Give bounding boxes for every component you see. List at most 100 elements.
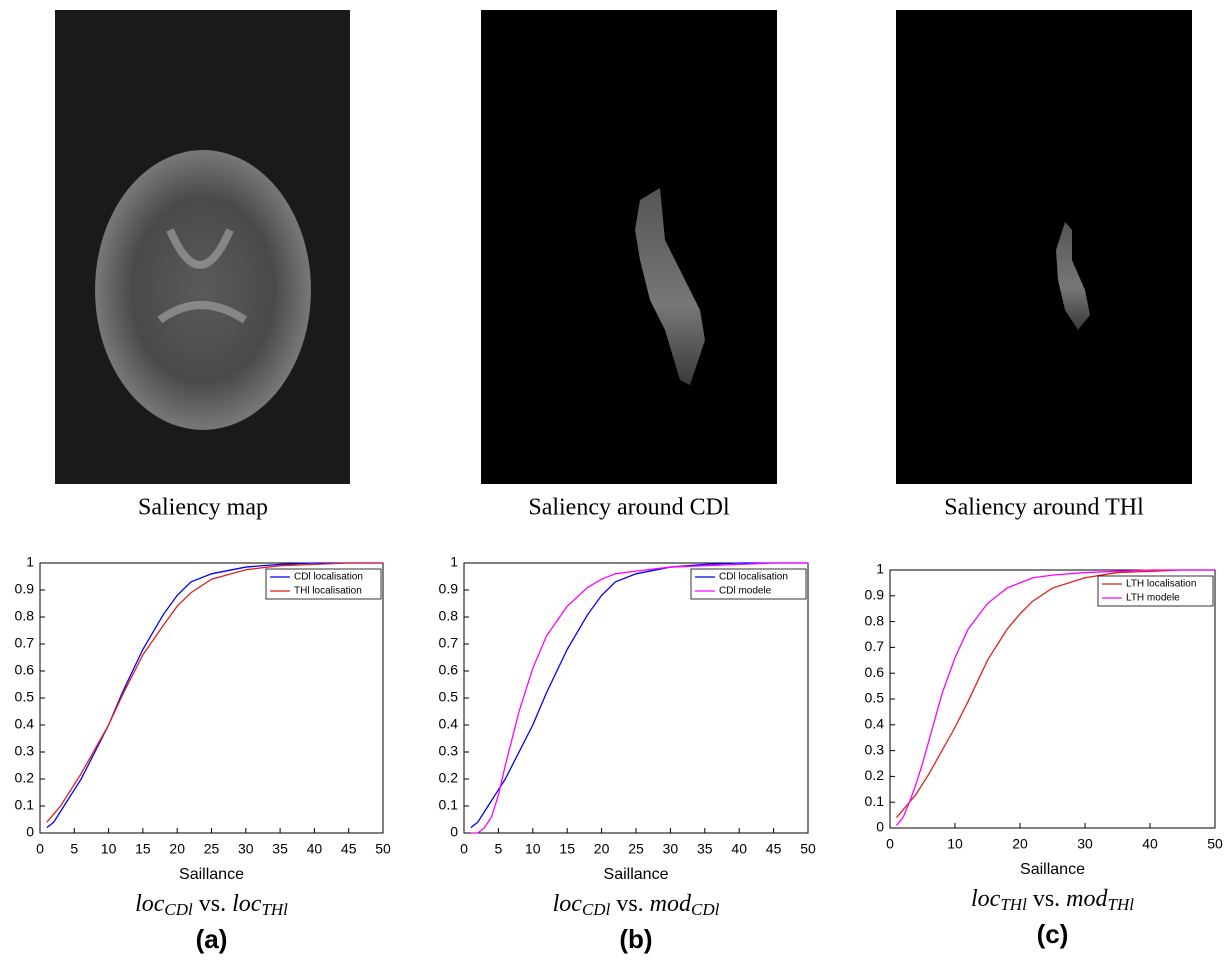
caption-part: mod [650,891,692,917]
y-tick-label: 0.6 [439,662,459,678]
chart-caption: locTHl vs. modTHl [971,886,1134,914]
x-tick-label: 30 [663,841,679,857]
x-tick-label: 35 [272,841,288,857]
series-line [896,569,1215,826]
legend-label: CDl localisation [294,572,363,583]
caption-part: vs. [1033,886,1060,912]
x-tick-label: 0 [36,841,44,857]
x-tick-label: 35 [697,841,713,857]
legend-label: LTH localisation [1126,579,1196,590]
series-line [896,569,1215,819]
image-caption: Saliency around CDl [528,495,730,521]
x-tick-label: 10 [947,836,963,852]
legend-box [690,568,807,600]
x-tick-label: 30 [238,841,254,857]
x-axis-label: Saillance [604,866,669,883]
x-tick-label: 20 [594,841,610,857]
series-line [470,562,808,834]
panel-label: (b) [619,924,652,954]
x-tick-label: 45 [341,841,357,857]
x-tick-label: 50 [375,841,391,857]
series-line [46,562,383,823]
series-line [46,562,383,829]
plot-area [889,569,1216,829]
x-tick-label: 20 [169,841,185,857]
y-tick-label: 1 [26,554,34,570]
image-panel [55,10,350,484]
plot-area [39,562,384,834]
y-tick-label: 0.9 [439,581,459,597]
panel-label: (c) [1037,919,1069,949]
caption-part: CDl [691,900,720,919]
x-tick-label: 20 [1012,836,1028,852]
image-panel [481,10,777,484]
caption-part: CDl [582,900,611,919]
x-tick-label: 15 [559,841,575,857]
image-caption: Saliency around THl [944,495,1144,521]
y-tick-label: 0.4 [15,716,35,732]
chart-caption: locCDl vs. locTHl [135,891,288,919]
x-tick-label: 40 [1142,836,1158,852]
legend-label: THl localisation [294,586,362,597]
caption-part: vs. [616,891,643,917]
y-tick-label: 0.9 [865,587,885,603]
legend-label: CDl localisation [719,572,788,583]
y-tick-label: 0.6 [865,664,885,680]
x-axis-label: Saillance [1020,861,1085,878]
legend-label: CDl modele [719,586,772,597]
chart: 00.10.20.30.40.50.60.70.80.910 10 20 30 40 50… [865,561,1223,949]
y-tick-label: 0.8 [15,608,35,624]
y-tick-label: 0.1 [15,797,35,813]
y-tick-label: 0.8 [865,612,885,628]
y-tick-label: 0.1 [865,793,885,809]
plot-area [463,562,809,834]
y-tick-label: 0.3 [865,741,885,757]
x-tick-label: 0 [460,841,468,857]
y-tick-label: 0.8 [439,608,459,624]
legend-box [1097,575,1214,607]
y-tick-label: 0.7 [439,635,459,651]
x-tick-label: 40 [307,841,323,857]
image-panel [896,10,1192,484]
caption-part: THl [261,900,288,919]
caption-part: loc [971,886,1001,912]
y-tick-label: 0.4 [865,716,885,732]
y-tick-label: 0.2 [15,770,35,786]
x-tick-label: 15 [135,841,151,857]
caption-part: loc [232,891,262,917]
y-tick-label: 0 [450,824,458,840]
chart: 00.10.20.30.40.50.60.70.80.910 5 10 15 20 25 3… [15,554,391,954]
x-tick-label: 5 [495,841,503,857]
y-tick-label: 0.3 [15,743,35,759]
x-tick-label: 50 [1207,836,1223,852]
x-tick-label: 25 [628,841,644,857]
panel-label: (a) [196,924,228,954]
x-axis-label: Saillance [179,866,244,883]
y-tick-label: 0.2 [865,767,885,783]
y-tick-label: 0.7 [865,638,885,654]
series-line [470,562,808,829]
chart: 00.10.20.30.40.50.60.70.80.910 5 10 15 20 25 3… [439,554,816,954]
y-tick-label: 0.5 [15,689,35,705]
caption-part: CDl [164,900,193,919]
y-tick-label: 0.2 [439,770,459,786]
caption-part: loc [553,891,583,917]
x-tick-label: 10 [101,841,117,857]
y-tick-label: 0 [876,819,884,835]
y-tick-label: 0.6 [15,662,35,678]
x-tick-label: 5 [70,841,78,857]
chart-caption: locCDl vs. modCDl [553,891,720,919]
caption-part: loc [135,891,165,917]
legend-box [265,568,382,600]
x-tick-label: 30 [1077,836,1093,852]
x-tick-label: 0 [886,836,894,852]
caption-part: mod [1066,886,1108,912]
image-caption: Saliency map [138,495,268,521]
caption-part: THl [1108,895,1135,914]
y-tick-label: 1 [876,561,884,577]
x-tick-label: 40 [731,841,747,857]
x-tick-label: 10 [525,841,541,857]
y-tick-label: 0.5 [865,690,885,706]
legend-label: LTH modele [1126,593,1180,604]
